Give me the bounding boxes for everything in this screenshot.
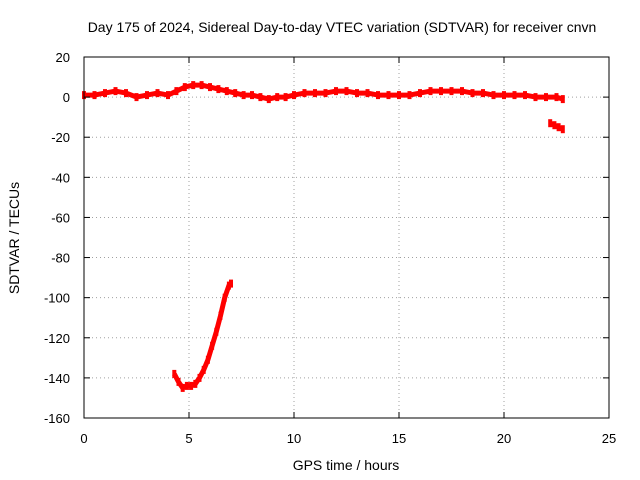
data-point bbox=[556, 123, 561, 132]
axis-ticks bbox=[83, 56, 610, 419]
data-point bbox=[208, 83, 212, 92]
data-point bbox=[174, 87, 179, 96]
y-axis-label: SDTVAR / TECUs bbox=[6, 182, 22, 294]
chart-title: Day 175 of 2024, Sidereal Day-to-day VTE… bbox=[88, 19, 597, 35]
data-point bbox=[481, 89, 485, 98]
y-tick-label: 20 bbox=[56, 50, 70, 65]
data-point bbox=[226, 281, 231, 290]
data-point bbox=[292, 91, 296, 100]
grid-lines bbox=[84, 57, 609, 418]
data-point bbox=[124, 89, 128, 98]
data-point bbox=[523, 91, 527, 100]
data-point bbox=[548, 119, 553, 128]
data-point bbox=[376, 91, 380, 100]
data-point bbox=[302, 89, 307, 98]
data-point bbox=[258, 93, 263, 102]
y-tick-label: -140 bbox=[44, 371, 70, 386]
data-point bbox=[544, 93, 548, 102]
x-tick-label: 10 bbox=[287, 431, 301, 446]
y-tick-label: -80 bbox=[51, 251, 70, 266]
data-point bbox=[205, 355, 210, 364]
data-point bbox=[386, 91, 391, 100]
data-point bbox=[491, 91, 496, 100]
plot-frame bbox=[83, 56, 610, 419]
data-point bbox=[197, 373, 202, 382]
data-point bbox=[418, 89, 422, 98]
data-point bbox=[103, 89, 107, 98]
data-point bbox=[460, 87, 464, 96]
data-point bbox=[214, 327, 219, 336]
data-point bbox=[502, 91, 506, 100]
data-point bbox=[512, 91, 517, 100]
data-point bbox=[470, 89, 475, 98]
data-point bbox=[449, 87, 454, 96]
data-point bbox=[218, 311, 223, 320]
data-point bbox=[552, 121, 557, 130]
y-tick-label: -120 bbox=[44, 331, 70, 346]
data-point bbox=[182, 83, 187, 92]
data-point bbox=[241, 91, 246, 100]
data-point bbox=[250, 91, 254, 100]
data-point bbox=[344, 87, 349, 96]
x-tick-label: 25 bbox=[602, 431, 616, 446]
data-point bbox=[407, 91, 412, 100]
data-point bbox=[533, 93, 538, 102]
data-point bbox=[201, 365, 206, 374]
data-point bbox=[193, 379, 198, 388]
x-tick-label: 5 bbox=[185, 431, 192, 446]
data-point bbox=[224, 87, 229, 96]
data-point bbox=[229, 279, 233, 288]
data-point bbox=[113, 87, 118, 96]
data-point bbox=[216, 85, 221, 94]
data-point bbox=[560, 125, 565, 134]
y-tick-label: -160 bbox=[44, 411, 70, 426]
data-point bbox=[210, 341, 215, 350]
data-point bbox=[283, 93, 288, 102]
x-axis-label: GPS time / hours bbox=[293, 457, 400, 473]
tick-labels: 0 5 10 15 20 25 20 0 -20 -40 -60 -80 -100 -120 -140 -16… bbox=[44, 50, 616, 446]
y-tick-label: -20 bbox=[51, 130, 70, 145]
data-point bbox=[397, 91, 401, 100]
data-point bbox=[184, 381, 189, 390]
data-point bbox=[439, 87, 443, 96]
data-point bbox=[355, 89, 359, 98]
x-tick-label: 15 bbox=[392, 431, 406, 446]
data-point bbox=[92, 91, 97, 100]
data-point bbox=[222, 293, 227, 302]
data-point bbox=[155, 89, 160, 98]
y-tick-label: -100 bbox=[44, 291, 70, 306]
data-point bbox=[166, 91, 170, 100]
data-point bbox=[134, 93, 139, 102]
data-point bbox=[176, 377, 181, 386]
data-series bbox=[82, 81, 565, 392]
series-line bbox=[549, 120, 564, 132]
data-point bbox=[233, 89, 238, 98]
y-tick-label: -40 bbox=[51, 170, 70, 185]
x-tick-label: 20 bbox=[497, 431, 511, 446]
data-point bbox=[323, 89, 328, 98]
data-point bbox=[189, 381, 194, 390]
data-point bbox=[199, 81, 204, 90]
data-point bbox=[313, 89, 317, 98]
data-point bbox=[554, 93, 559, 102]
data-point bbox=[180, 383, 185, 392]
data-point bbox=[560, 95, 565, 104]
data-point bbox=[365, 89, 370, 98]
x-tick-label: 0 bbox=[80, 431, 87, 446]
data-point bbox=[275, 93, 280, 102]
data-point bbox=[191, 81, 196, 90]
data-point bbox=[334, 87, 338, 96]
data-point bbox=[428, 87, 433, 96]
data-point bbox=[172, 369, 177, 378]
data-point bbox=[145, 91, 149, 100]
y-tick-label: 0 bbox=[63, 90, 70, 105]
data-point bbox=[266, 95, 271, 104]
y-tick-label: -60 bbox=[51, 210, 70, 225]
